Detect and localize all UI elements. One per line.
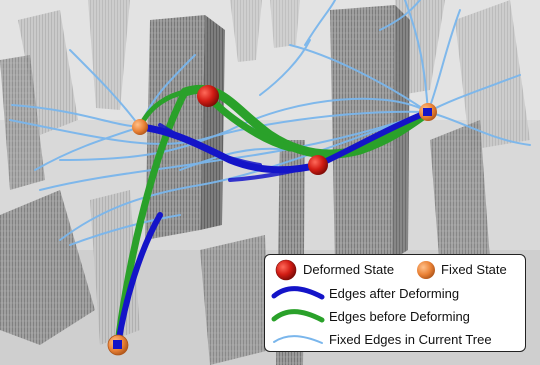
obstacle [145, 15, 205, 240]
obstacle [18, 10, 78, 135]
fixed-edges-icon [273, 335, 323, 344]
obstacle [88, 0, 130, 110]
deformed-state-marker [308, 155, 328, 175]
deformed-state-marker [197, 85, 219, 107]
obstacle [200, 235, 270, 365]
fixed-edges [9, 0, 531, 246]
legend-deformed-state-label: Deformed State [303, 262, 395, 277]
edges-after-icon [271, 286, 325, 300]
obstacle [430, 120, 490, 270]
legend-edges-before-label: Edges before Deforming [329, 309, 470, 324]
obstacle [455, 0, 530, 150]
edges-before-icon [271, 309, 325, 323]
obstacle [0, 190, 95, 345]
edges-after [115, 109, 431, 348]
obstacle [230, 0, 262, 62]
legend-fixed-edges-label: Fixed Edges in Current Tree [329, 332, 492, 347]
fixed-state-marker [107, 334, 129, 356]
fixed-state-marker [423, 108, 432, 116]
obstacle [200, 15, 225, 230]
deformed-state-icon [275, 259, 297, 281]
fixed-state-marker [132, 119, 148, 135]
legend-fixed-state-label: Fixed State [441, 262, 507, 277]
legend-edges-after-label: Edges after Deforming [329, 286, 460, 301]
fixed-state-icon [417, 261, 435, 279]
obstacle [270, 0, 300, 48]
legend: Deformed State Fixed State Edges after D… [264, 254, 526, 352]
